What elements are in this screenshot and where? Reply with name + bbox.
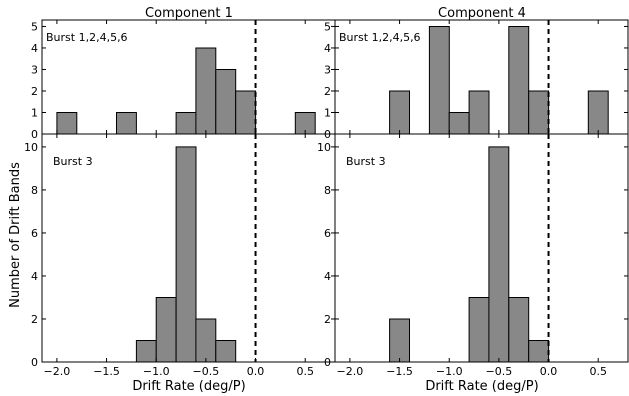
x-tick-label: −0.5 [486, 365, 513, 378]
histogram-bar [235, 90, 257, 135]
y-tick-label: 8 [31, 184, 38, 197]
x-axis-label-left: Drift Rate (deg/P) [132, 379, 245, 394]
y-tick-label: 6 [324, 227, 331, 240]
y-tick-label: 0 [31, 128, 38, 141]
x-axis-label-right: Drift Rate (deg/P) [425, 379, 538, 394]
y-tick-label: 0 [31, 356, 38, 369]
panel-c1-bottom: 0 2 4 6 8 10 −2.0 −1.5 −1.0 −0.5 0.0 0.5 Burst 3 [24, 133, 336, 378]
histogram-bar [215, 69, 237, 135]
column-title-component-4: Component 4 [438, 6, 526, 21]
x-tick-label: −2.0 [337, 365, 364, 378]
panel-c1-top: 0 1 2 3 4 5 Burst 1,2,4,5,6 [31, 19, 336, 141]
histogram-bar [488, 146, 510, 363]
x-tick-label: −1.5 [386, 365, 413, 378]
histogram-bar [508, 26, 530, 135]
histogram-bar [468, 297, 490, 363]
x-tick-label: 0.0 [247, 365, 265, 378]
x-tick-label: −1.5 [93, 365, 120, 378]
histogram-bar [468, 90, 490, 135]
y-tick-label: 2 [31, 85, 38, 98]
y-tick-label: 0 [324, 356, 331, 369]
y-tick-label: 2 [324, 313, 331, 326]
y-tick-label: 8 [324, 184, 331, 197]
x-tick-label: −1.0 [143, 365, 170, 378]
histogram-bar [528, 90, 550, 135]
histogram-bar [508, 297, 530, 363]
y-axis-label: Number of Drift Bands [8, 162, 23, 308]
y-tick-label: 5 [324, 20, 331, 33]
histogram-bar [195, 47, 217, 135]
column-title-component-1: Component 1 [145, 6, 233, 21]
y-tick-label: 1 [31, 106, 38, 119]
x-tick-label: 0.0 [540, 365, 558, 378]
y-tick-label: 3 [324, 63, 331, 76]
histogram-bar [135, 340, 157, 363]
y-tick-label: 6 [31, 227, 38, 240]
x-tick-label: −0.5 [193, 365, 220, 378]
x-tick-label: −2.0 [44, 365, 71, 378]
histogram-bar [195, 318, 217, 363]
y-tick-label: 1 [324, 106, 331, 119]
y-tick-label: 4 [31, 270, 38, 283]
panel-burst-label: Burst 3 [53, 155, 93, 168]
histogram-bar [175, 112, 197, 135]
y-tick-label: 10 [24, 141, 38, 154]
panel-burst-label: Burst 1,2,4,5,6 [339, 31, 421, 44]
y-tick-label: 3 [31, 63, 38, 76]
histogram-bar [528, 340, 550, 363]
y-tick-label: 4 [324, 42, 331, 55]
histogram-bar [56, 112, 78, 135]
panel-frame [334, 133, 629, 363]
histogram-bar [428, 26, 450, 135]
y-tick-label: 2 [324, 85, 331, 98]
y-tick-label: 10 [317, 141, 331, 154]
histogram-bar [389, 318, 411, 363]
histogram-bar [587, 90, 609, 135]
x-tick-label: 0.5 [296, 365, 314, 378]
histogram-bar [155, 297, 177, 363]
y-tick-label: 4 [324, 270, 331, 283]
y-tick-label: 4 [31, 42, 38, 55]
y-tick-label: 5 [31, 20, 38, 33]
histogram-bar [389, 90, 411, 135]
histogram-bar [215, 340, 237, 363]
histogram-bar [448, 112, 470, 135]
histogram-bar [175, 146, 197, 363]
x-tick-label: −1.0 [436, 365, 463, 378]
panel-c4-bottom: 0 2 4 6 8 10 −2.0 −1.5 −1.0 −0.5 0.0 0.5 Burst 3 [317, 133, 629, 378]
y-tick-label: 2 [31, 313, 38, 326]
histogram-bar [116, 112, 137, 135]
panel-burst-label: Burst 3 [346, 155, 386, 168]
x-tick-label: 0.5 [589, 365, 607, 378]
panel-burst-label: Burst 1,2,4,5,6 [46, 31, 128, 44]
